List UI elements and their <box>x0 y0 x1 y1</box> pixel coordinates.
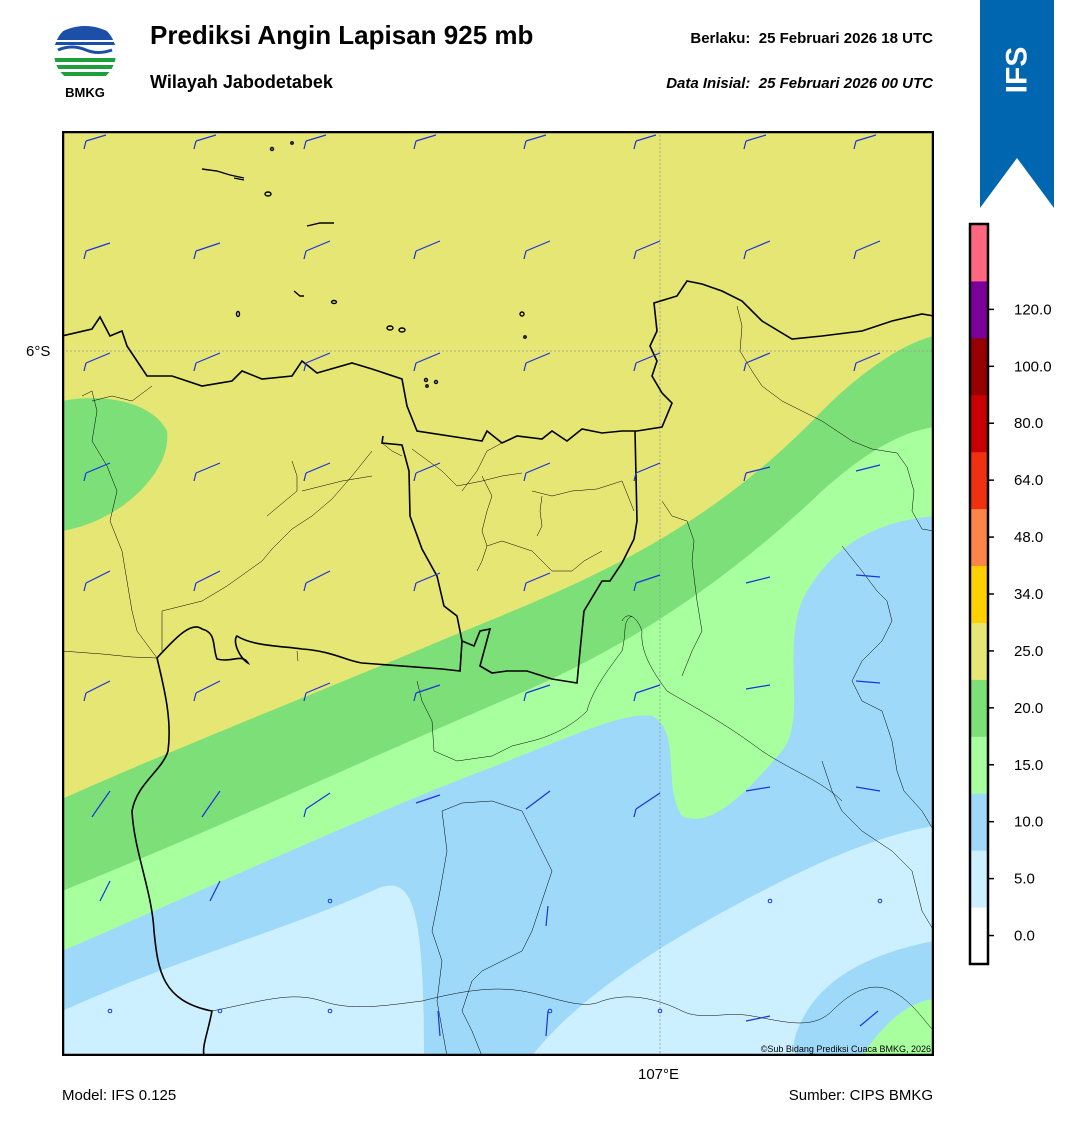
regency-boundaries <box>62 305 934 1056</box>
colorbar-tick-label: 100.0 <box>1014 358 1052 375</box>
colorbar-segment <box>970 850 988 908</box>
colorbar-tick-label: 34.0 <box>1014 586 1043 603</box>
band-15-20-west <box>62 398 168 531</box>
colorbar-segment <box>970 679 988 737</box>
init-value: 25 Februari 2026 00 UTC <box>758 75 933 92</box>
source-text: Sumber: CIPS BMKG <box>788 1087 933 1104</box>
colorbar-tick-label: 25.0 <box>1014 643 1043 660</box>
province-boundary-banten-south <box>131 657 213 1056</box>
band-0-5-south <box>532 826 934 1056</box>
coastline <box>62 280 934 444</box>
colorbar-segment <box>970 337 988 396</box>
colorbar-segment <box>970 280 988 339</box>
valid-label: Berlaku: <box>690 30 751 47</box>
map-subtitle: Wilayah Jabodetabek <box>150 72 333 92</box>
map-title: Prediksi Angin Lapisan 925 mb <box>150 20 534 50</box>
model-text: Model: IFS 0.125 <box>62 1087 177 1104</box>
credit-text: ©Sub Bidang Prediksi Cuaca BMKG, 2026 <box>760 1044 931 1054</box>
init-time: Data Inisial: 25 Februari 2026 00 UTC <box>666 75 933 92</box>
islands <box>201 141 527 388</box>
model-badge-text: IFS <box>999 46 1033 94</box>
colorbar-segment <box>970 224 988 282</box>
calm-markers <box>107 898 883 1014</box>
init-label: Data Inisial: <box>666 75 751 92</box>
colorbar-tick-label: 0.0 <box>1014 928 1035 945</box>
model-ribbon-icon <box>980 0 1054 208</box>
valid-time: Berlaku: 25 Februari 2026 18 UTC <box>690 30 933 47</box>
colorbar-segment <box>970 736 988 794</box>
province-boundary-banten <box>156 435 463 672</box>
colorbar-tick-label: 64.0 <box>1014 472 1043 489</box>
colorbar-segment <box>970 793 988 851</box>
valid-value: 25 Februari 2026 18 UTC <box>758 30 933 47</box>
logo-text: BMKG <box>65 85 105 100</box>
latitude-label: 6°S <box>26 343 51 360</box>
band-10-15-corner <box>862 999 934 1056</box>
colorbar-tick-label: 15.0 <box>1014 757 1043 774</box>
colorbar: 0.0 5.0 10.0 15.0 20.0 25.0 34.0 48.0 64.0 80.0 10… <box>968 222 1052 966</box>
colorbar-tick-label: 20.0 <box>1014 700 1043 717</box>
colorbar-segment <box>970 622 988 680</box>
wind-barbs <box>83 134 881 1037</box>
band-0-5 <box>62 885 424 1056</box>
colorbar-segment <box>970 565 988 623</box>
model-badge: IFS <box>980 30 1054 110</box>
colorbar-tick-label: 80.0 <box>1014 415 1043 432</box>
wind-map <box>62 131 934 1056</box>
colorbar-segment <box>970 907 988 965</box>
province-boundary-jakarta <box>461 430 638 684</box>
colorbar-tick-label: 48.0 <box>1014 529 1043 546</box>
colorbar-tick-label: 5.0 <box>1014 871 1035 888</box>
longitude-label: 107°E <box>638 1066 680 1083</box>
colorbar-tick-label: 10.0 <box>1014 814 1043 831</box>
colorbar-tick-label: 120.0 <box>1014 301 1052 318</box>
map-frame <box>62 131 934 1056</box>
colorbar-segment <box>970 508 988 567</box>
bmkg-logo-icon <box>54 22 116 84</box>
colorbar-segment <box>970 394 988 453</box>
colorbar-segment <box>970 451 988 510</box>
